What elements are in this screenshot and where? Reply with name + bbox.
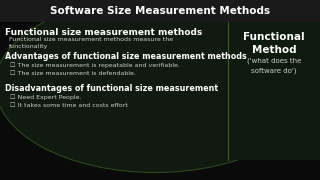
Text: ☐ The size measurement is repeatable and verifiable.: ☐ The size measurement is repeatable and… — [10, 62, 180, 68]
Text: Functional size measurement methods measure the
functionality: Functional size measurement methods meas… — [9, 37, 173, 49]
Text: Functional
Method: Functional Method — [243, 32, 305, 55]
Bar — [228, 22, 320, 160]
Bar — [0, 0, 320, 22]
Text: Advantages of functional size measurement methods: Advantages of functional size measuremen… — [5, 52, 247, 61]
Text: ☐ Need Expert People.: ☐ Need Expert People. — [10, 94, 82, 100]
Text: Disadvantages of functional size measurement: Disadvantages of functional size measure… — [5, 84, 218, 93]
Ellipse shape — [0, 0, 315, 172]
Text: ('what does the
software do'): ('what does the software do') — [247, 58, 301, 73]
Text: ☐ The size measurement is defendable.: ☐ The size measurement is defendable. — [10, 71, 136, 76]
Text: ☐ It takes some time and costs effort: ☐ It takes some time and costs effort — [10, 103, 128, 108]
Text: Functional size measurement methods: Functional size measurement methods — [5, 28, 202, 37]
Text: Software Size Measurement Methods: Software Size Measurement Methods — [50, 6, 270, 16]
